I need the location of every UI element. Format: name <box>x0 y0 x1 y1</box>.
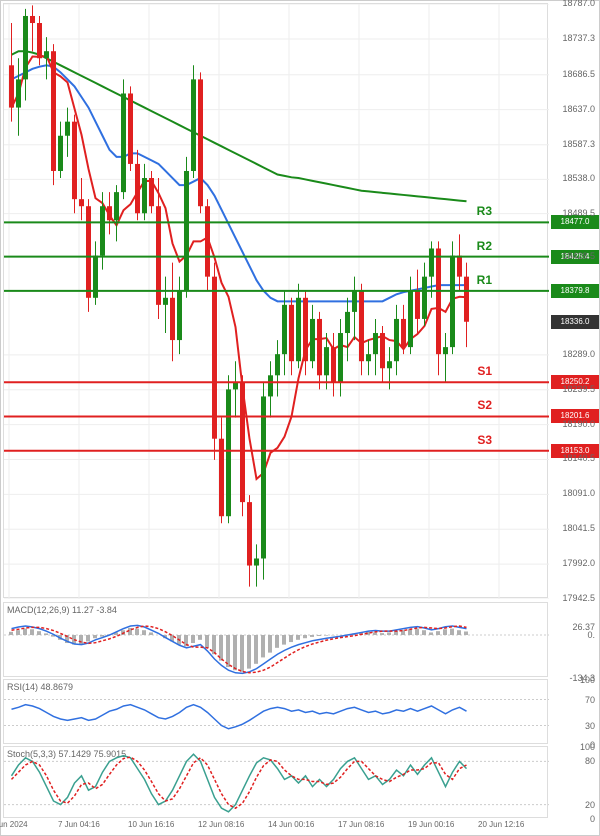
x-tick-label: 10 Jun 16:16 <box>128 820 174 829</box>
macd-svg <box>4 603 549 678</box>
sr-label-s2: S2 <box>477 398 492 412</box>
sr-label-s3: S3 <box>477 433 492 447</box>
main-y-axis: 18787.018737.318686.518637.018587.318538… <box>547 3 597 598</box>
x-tick-label: 12 Jun 08:16 <box>198 820 244 829</box>
sr-label-r2: R2 <box>477 239 492 253</box>
x-tick-label: 19 Jun 00:16 <box>408 820 454 829</box>
main-chart-svg <box>4 4 549 599</box>
rsi-svg <box>4 680 549 745</box>
stoch-panel[interactable]: Stoch(5,3,3) 57.1429 75.9015 10080200 <box>3 746 548 818</box>
x-tick-label: 7 Jun 04:16 <box>58 820 100 829</box>
sr-label-s1: S1 <box>477 364 492 378</box>
x-tick-label: 5 Jun 2024 <box>0 820 28 829</box>
rsi-panel[interactable]: RSI(14) 48.8679 10070300 <box>3 679 548 744</box>
chart-container: R3R2R1S1S2S3 18477.018428.418379.818250.… <box>0 0 600 836</box>
x-tick-label: 20 Jun 12:16 <box>478 820 524 829</box>
main-price-chart[interactable]: R3R2R1S1S2S3 18477.018428.418379.818250.… <box>3 3 548 598</box>
x-tick-label: 14 Jun 00:16 <box>268 820 314 829</box>
sr-label-r1: R1 <box>477 273 492 287</box>
macd-panel[interactable]: MACD(12,26,9) 11.27 -3.84 26.370.-134.3 <box>3 602 548 677</box>
stoch-svg <box>4 747 549 819</box>
sr-label-r3: R3 <box>477 204 492 218</box>
x-tick-label: 17 Jun 08:16 <box>338 820 384 829</box>
x-axis: 5 Jun 2024 7 Jun 04:16 10 Jun 16:16 12 Jun … <box>3 820 548 834</box>
